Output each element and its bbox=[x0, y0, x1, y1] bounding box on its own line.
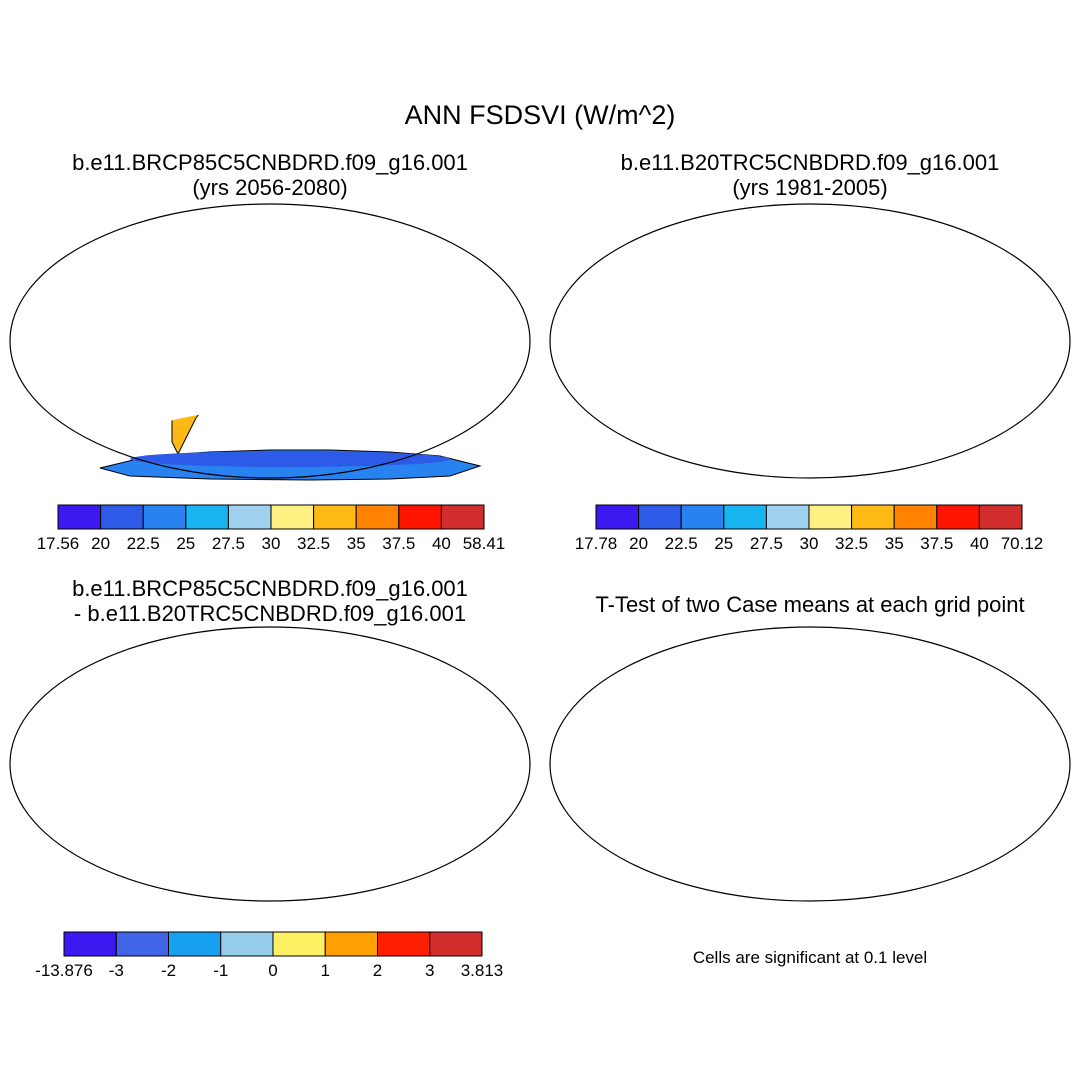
colorbar-difference: -13.876 -3 -2 -1 0 1 2 3 3.813 bbox=[35, 931, 504, 980]
colorbar-label: 25 bbox=[176, 534, 195, 553]
colorbar-label: 27.5 bbox=[212, 534, 245, 553]
colorbar-label: 25 bbox=[714, 534, 733, 553]
colorbar-label: 30 bbox=[800, 534, 819, 553]
colorbar-swatch bbox=[115, 931, 169, 957]
colorbar-label: 32.5 bbox=[835, 534, 868, 553]
colorbar-swatch bbox=[440, 504, 485, 530]
colorbar-label: 40 bbox=[432, 534, 451, 553]
colorbar-label: 37.5 bbox=[920, 534, 953, 553]
panel-title-control: b.e11.B20TRC5CNBDRD.f09_g16.001 (yrs 198… bbox=[560, 150, 1060, 200]
panel-title-test: b.e11.BRCP85C5CNBDRD.f09_g16.001 (yrs 20… bbox=[20, 150, 520, 200]
colorbar-label: 27.5 bbox=[750, 534, 783, 553]
colorbar-label: 1 bbox=[321, 961, 330, 980]
land-americas bbox=[57, 408, 261, 455]
panel-title-diff-line1: b.e11.BRCP85C5CNBDRD.f09_g16.001 bbox=[72, 576, 468, 601]
colorbar-swatch bbox=[270, 504, 315, 530]
colorbar-label: 22.5 bbox=[127, 534, 160, 553]
colorbar-swatch bbox=[227, 504, 272, 530]
colorbar-label: -1 bbox=[213, 961, 228, 980]
colorbar-label: 17.78 bbox=[575, 534, 618, 553]
land-eurasia bbox=[272, 216, 480, 342]
map-control-case bbox=[549, 203, 1071, 479]
colorbar-label: 32.5 bbox=[297, 534, 330, 553]
land-australia bbox=[425, 408, 487, 411]
land-africa bbox=[250, 284, 350, 404]
colorbar-swatch bbox=[168, 931, 222, 957]
colorbar-label: 58.41 bbox=[463, 534, 506, 553]
colorbar-label: -2 bbox=[161, 961, 176, 980]
colorbar-label: 40 bbox=[970, 534, 989, 553]
colorbar-swatch bbox=[429, 931, 483, 957]
colorbar-label: 2 bbox=[373, 961, 382, 980]
panel-title-diff: b.e11.BRCP85C5CNBDRD.f09_g16.001 - b.e11… bbox=[20, 576, 520, 626]
panel-title-ttest: T-Test of two Case means at each grid po… bbox=[595, 592, 1025, 617]
colorbar-swatch bbox=[272, 931, 326, 957]
colorbar-label: 20 bbox=[629, 534, 648, 553]
map-border bbox=[549, 203, 1071, 479]
map-border bbox=[9, 203, 531, 479]
colorbar-swatch bbox=[220, 931, 274, 957]
colorbar-label: 35 bbox=[347, 534, 366, 553]
colorbar-label: 17.56 bbox=[37, 534, 80, 553]
panel-title-control-line2: (yrs 1981-2005) bbox=[732, 175, 888, 200]
colorbar-label: 0 bbox=[268, 961, 277, 980]
colorbar-swatch bbox=[63, 931, 117, 957]
colorbar-swatch bbox=[185, 504, 229, 530]
colorbar-swatch bbox=[765, 504, 810, 530]
colorbar-label: 3.813 bbox=[461, 961, 504, 980]
colorbar-swatch bbox=[978, 504, 1023, 530]
colorbar-label: 70.12 bbox=[1001, 534, 1044, 553]
map-test-case bbox=[9, 203, 531, 481]
colorbar-swatch bbox=[57, 504, 102, 530]
colorbar-swatch bbox=[893, 504, 938, 530]
colorbar-swatch bbox=[398, 504, 442, 530]
colorbar-swatch bbox=[324, 931, 378, 957]
map-difference bbox=[9, 626, 531, 902]
colorbar-test-case: 17.56 20 22.5 25 27.5 30 32.5 35 37.5 40 58.41 bbox=[37, 504, 506, 553]
colorbar-label: -3 bbox=[109, 961, 124, 980]
colorbar-swatch bbox=[936, 504, 980, 530]
colorbar-swatch bbox=[100, 504, 144, 530]
colorbar-label: 30 bbox=[262, 534, 281, 553]
colorbar-label: 35 bbox=[885, 534, 904, 553]
colorbar-label: 37.5 bbox=[382, 534, 415, 553]
colorbar-swatch bbox=[377, 931, 431, 957]
panel-title-test-line2: (yrs 2056-2080) bbox=[192, 175, 348, 200]
panel-title-test-line1: b.e11.BRCP85C5CNBDRD.f09_g16.001 bbox=[72, 150, 468, 175]
colorbar-swatch bbox=[355, 504, 400, 530]
colorbar-swatch bbox=[638, 504, 682, 530]
colorbar-control-case: 17.78 20 22.5 25 27.5 30 32.5 35 37.5 40 70.12 bbox=[575, 504, 1044, 553]
map-border bbox=[9, 626, 531, 902]
figure-title: ANN FSDSVI (W/m^2) bbox=[404, 100, 676, 130]
map-ttest bbox=[549, 626, 1071, 902]
colorbar-swatch bbox=[723, 504, 767, 530]
colorbar-label: -13.876 bbox=[35, 961, 93, 980]
colorbar-swatch bbox=[142, 504, 187, 530]
map-border bbox=[549, 626, 1071, 902]
colorbar-swatch bbox=[595, 504, 640, 530]
colorbar-label: 20 bbox=[91, 534, 110, 553]
panel-title-control-line1: b.e11.B20TRC5CNBDRD.f09_g16.001 bbox=[620, 150, 1000, 175]
colorbar-swatch bbox=[808, 504, 853, 530]
panel-title-diff-line2: - b.e11.B20TRC5CNBDRD.f09_g16.001 bbox=[73, 601, 467, 626]
colorbar-label: 3 bbox=[425, 961, 434, 980]
colorbar-swatch bbox=[680, 504, 725, 530]
colorbar-label: 22.5 bbox=[665, 534, 698, 553]
colorbar-swatch bbox=[851, 504, 895, 530]
colorbar-swatch bbox=[313, 504, 357, 530]
significance-note: Cells are significant at 0.1 level bbox=[692, 948, 928, 967]
